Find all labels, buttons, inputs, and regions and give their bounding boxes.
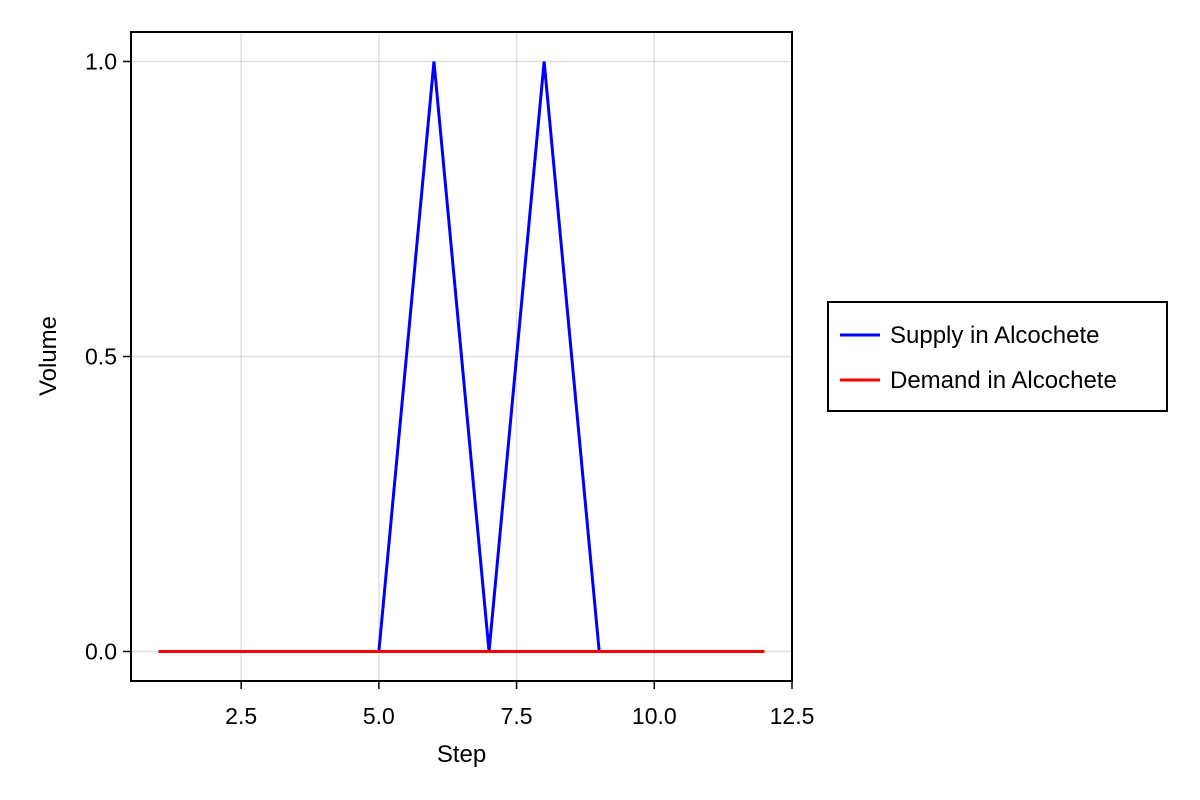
y-tick-label: 0.5 <box>85 344 117 370</box>
legend: Supply in Alcochete Demand in Alcochete <box>827 301 1168 412</box>
series-lines <box>158 61 765 653</box>
x-tick-label: 12.5 <box>770 703 815 729</box>
x-axis-title: Step <box>437 741 486 768</box>
x-tick-label: 10.0 <box>632 703 677 729</box>
y-tick-label: 0.0 <box>85 639 117 665</box>
legend-label-supply: Supply in Alcochete <box>890 322 1099 349</box>
x-tick-label: 5.0 <box>363 703 395 729</box>
y-tick-label: 1.0 <box>85 49 117 75</box>
legend-box <box>827 301 1168 412</box>
y-axis-title: Volume <box>35 316 62 396</box>
legend-label-demand: Demand in Alcochete <box>890 367 1117 394</box>
y-axis: 0.0 0.5 1.0 <box>85 49 131 665</box>
x-axis: 2.5 5.0 7.5 10.0 12.5 <box>225 681 814 729</box>
x-tick-label: 2.5 <box>225 703 257 729</box>
x-tick-label: 7.5 <box>501 703 533 729</box>
